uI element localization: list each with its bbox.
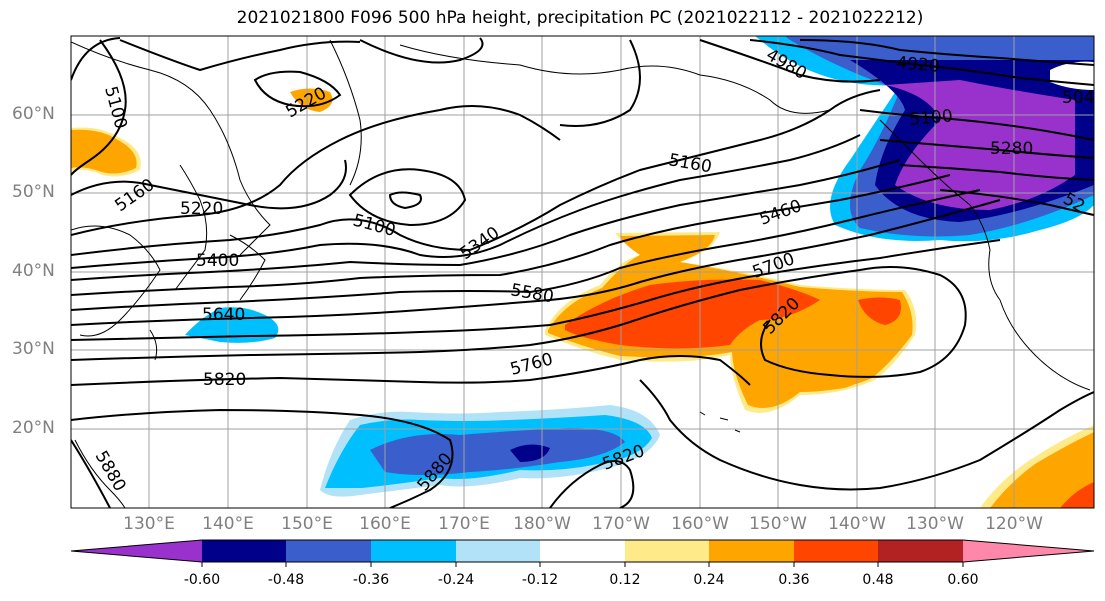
svg-text:5820: 5820	[203, 370, 246, 390]
colorbar-segment	[71, 540, 202, 562]
lat-label-40n: 40°N	[12, 261, 55, 281]
svg-text:5220: 5220	[180, 199, 223, 219]
colorbar-segment	[963, 540, 1094, 562]
lon-label: 140°W	[828, 514, 886, 534]
colorbar-tick: -0.60	[183, 572, 221, 588]
colorbar-segment	[371, 540, 456, 562]
graticule	[71, 36, 1094, 508]
svg-text:504: 504	[1062, 88, 1094, 108]
colorbar-segment	[625, 540, 709, 562]
map-title: 2021021800 F096 500 hPa height, precipit…	[236, 8, 924, 28]
colorbar-segment	[540, 540, 625, 562]
lon-label: 160°E	[359, 514, 411, 534]
colorbar-segment	[286, 540, 371, 562]
svg-text:5280: 5280	[990, 139, 1033, 159]
colorbar-tick: 0.60	[947, 572, 979, 588]
colorbar-tick: -0.36	[352, 572, 390, 588]
colorbar-segment	[878, 540, 963, 562]
lat-label-20n: 20°N	[12, 418, 55, 438]
lon-label: 140°E	[202, 514, 254, 534]
lon-label: 160°W	[671, 514, 729, 534]
lon-label: 130°W	[906, 514, 964, 534]
colorbar-tick: 0.48	[862, 572, 894, 588]
lon-label: 150°W	[749, 514, 807, 534]
svg-text:5400: 5400	[196, 251, 239, 271]
lon-label: 170°E	[438, 514, 490, 534]
lon-label: 180°W	[513, 514, 571, 534]
colorbar-tick: -0.12	[521, 572, 559, 588]
precip-shading	[71, 36, 1094, 508]
lat-label-50n: 50°N	[12, 182, 55, 202]
svg-text:5100: 5100	[909, 106, 954, 130]
colorbar-segment	[709, 540, 794, 562]
plot-frame	[70, 35, 1095, 509]
lon-label: 170°W	[592, 514, 650, 534]
colorbar-tick: 0.12	[609, 572, 641, 588]
colorbar-segment	[202, 540, 286, 562]
colorbar-segment	[456, 540, 540, 562]
lon-label: 120°W	[985, 514, 1043, 534]
svg-text:4920: 4920	[896, 53, 941, 77]
lon-label: 130°E	[123, 514, 175, 534]
colorbar-segment	[794, 540, 878, 562]
lat-label-60n: 60°N	[12, 104, 55, 124]
colorbar-tick: -0.24	[437, 572, 475, 588]
colorbar-tick: 0.24	[693, 572, 725, 588]
colorbar-tick: 0.36	[778, 572, 810, 588]
colorbar-tick: -0.48	[267, 572, 305, 588]
lat-label-30n: 30°N	[12, 339, 55, 359]
height-contours	[71, 37, 1094, 508]
lon-label: 150°E	[281, 514, 333, 534]
svg-text:5640: 5640	[202, 305, 245, 325]
